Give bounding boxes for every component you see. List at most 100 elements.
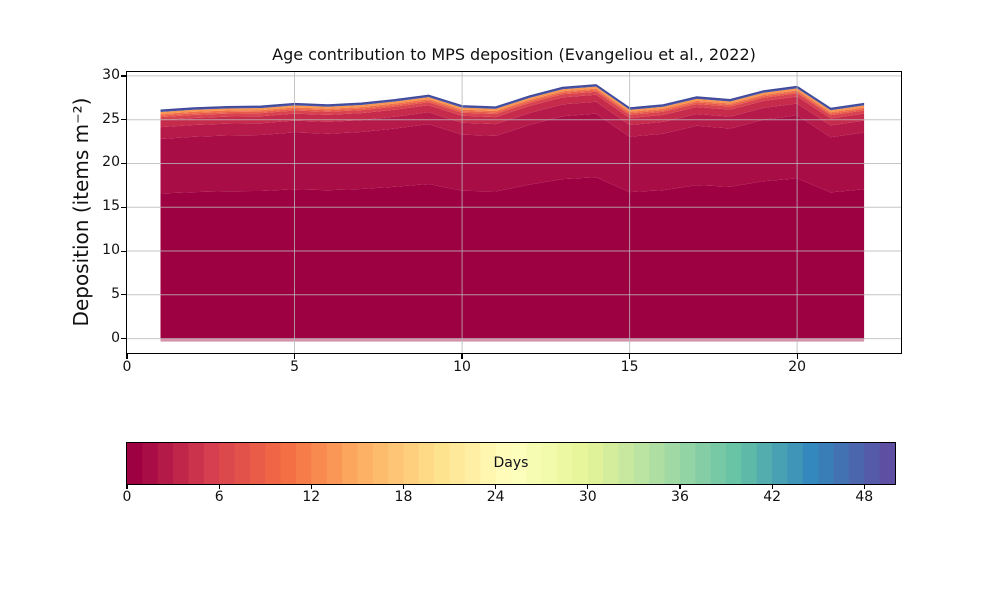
colorbar-tick-label: 36 <box>671 489 689 505</box>
y-tick-label: 30 <box>102 66 120 83</box>
colorbar-segment <box>372 443 389 484</box>
colorbar-segment <box>357 443 374 484</box>
x-tick-label: 10 <box>453 359 471 375</box>
x-tick-mark <box>126 354 128 359</box>
x-tick-mark <box>628 354 631 359</box>
colorbar-segment <box>203 443 220 484</box>
colorbar-tick-mark <box>218 484 220 489</box>
area-band <box>160 91 865 121</box>
colorbar-segment <box>695 443 712 484</box>
colorbar-tick-label: 18 <box>394 489 413 505</box>
colorbar-segment <box>710 443 727 484</box>
colorbar-segment <box>572 443 589 484</box>
colorbar-tick-label: 24 <box>486 489 505 505</box>
colorbar-tick-mark <box>587 484 589 489</box>
colorbar-segment <box>787 443 804 484</box>
y-tick-label: 15 <box>102 198 120 215</box>
y-tick-mark <box>121 250 127 252</box>
colorbar-tick-label: 12 <box>302 489 321 505</box>
colorbar-tick-mark <box>863 484 865 489</box>
colorbar-segment <box>127 443 143 484</box>
colorbar-tick-label: 6 <box>214 489 224 505</box>
colorbar-segment <box>557 443 573 484</box>
colorbar <box>126 442 896 485</box>
colorbar-segment <box>587 443 604 484</box>
chart-title: Age contribution to MPS deposition (Evan… <box>272 45 756 64</box>
colorbar-segment <box>265 443 282 484</box>
colorbar-segment <box>879 443 895 484</box>
colorbar-segment <box>633 443 650 484</box>
area-band <box>160 113 865 194</box>
area-band <box>160 101 865 139</box>
colorbar-segment <box>295 443 312 484</box>
colorbar-segment <box>418 443 435 484</box>
area-band <box>160 177 865 339</box>
y-tick-label: 25 <box>102 110 120 127</box>
colorbar-tick-mark <box>402 484 405 489</box>
colorbar-segment <box>726 443 742 484</box>
colorbar-tick-mark <box>126 484 128 489</box>
colorbar-segment <box>618 443 635 484</box>
y-tick-mark <box>121 75 127 77</box>
area-band <box>160 84 865 112</box>
colorbar-segment <box>664 443 681 484</box>
colorbar-segment <box>833 443 850 484</box>
colorbar-segment <box>802 443 819 484</box>
colorbar-segment <box>311 443 328 484</box>
y-tick-label: 5 <box>111 285 120 302</box>
colorbar-segment <box>249 443 266 484</box>
x-tick-mark <box>796 354 798 359</box>
colorbar-segment <box>818 443 835 484</box>
colorbar-segment <box>326 443 343 484</box>
colorbar-tick-mark <box>771 484 773 489</box>
colorbar-segment <box>434 443 451 484</box>
x-tick-label: 0 <box>122 359 132 375</box>
colorbar-segment <box>756 443 773 484</box>
colorbar-segment <box>280 443 297 484</box>
area-band <box>160 90 865 118</box>
y-tick-label: 20 <box>102 154 120 171</box>
colorbar-segment <box>772 443 788 484</box>
colorbar-segment <box>142 443 159 484</box>
x-tick-label: 5 <box>290 359 299 375</box>
colorbar-segment <box>741 443 758 484</box>
colorbar-segment <box>173 443 189 484</box>
y-tick-label: 0 <box>111 329 120 346</box>
colorbar-segment <box>219 443 236 484</box>
area-band <box>160 86 865 114</box>
area-band <box>160 88 865 116</box>
x-tick-label: 15 <box>620 359 639 375</box>
colorbar-tick-label: 42 <box>763 489 782 505</box>
colorbar-segment <box>848 443 865 484</box>
colorbar-segment <box>541 443 558 484</box>
y-tick-label: 10 <box>102 242 120 259</box>
colorbar-label: Days <box>493 455 529 471</box>
colorbar-tick-label: 30 <box>578 489 597 505</box>
colorbar-segment <box>403 443 420 484</box>
baseline-strip <box>160 338 865 342</box>
y-tick-mark <box>121 162 127 165</box>
area-band <box>160 94 865 128</box>
x-tick-mark <box>293 354 296 359</box>
colorbar-tick-mark <box>495 484 497 489</box>
y-tick-mark <box>121 206 127 208</box>
colorbar-segment <box>157 443 174 484</box>
colorbar-tick-mark <box>310 484 312 489</box>
plot-area <box>126 71 902 354</box>
y-tick-mark <box>121 338 127 340</box>
colorbar-gradient <box>127 443 895 484</box>
colorbar-segment <box>526 443 543 484</box>
colorbar-segment <box>388 443 404 484</box>
cap-edge-line <box>160 84 865 111</box>
colorbar-segment <box>234 443 251 484</box>
stacked-area-chart <box>127 72 901 353</box>
x-tick-label: 20 <box>788 359 807 375</box>
colorbar-segment <box>603 443 620 484</box>
colorbar-tick-label: 0 <box>122 489 132 505</box>
colorbar-segment <box>464 443 481 484</box>
colorbar-segment <box>679 443 696 484</box>
colorbar-segment <box>649 443 666 484</box>
colorbar-tick-label: 48 <box>855 489 874 505</box>
colorbar-segment <box>480 443 497 484</box>
